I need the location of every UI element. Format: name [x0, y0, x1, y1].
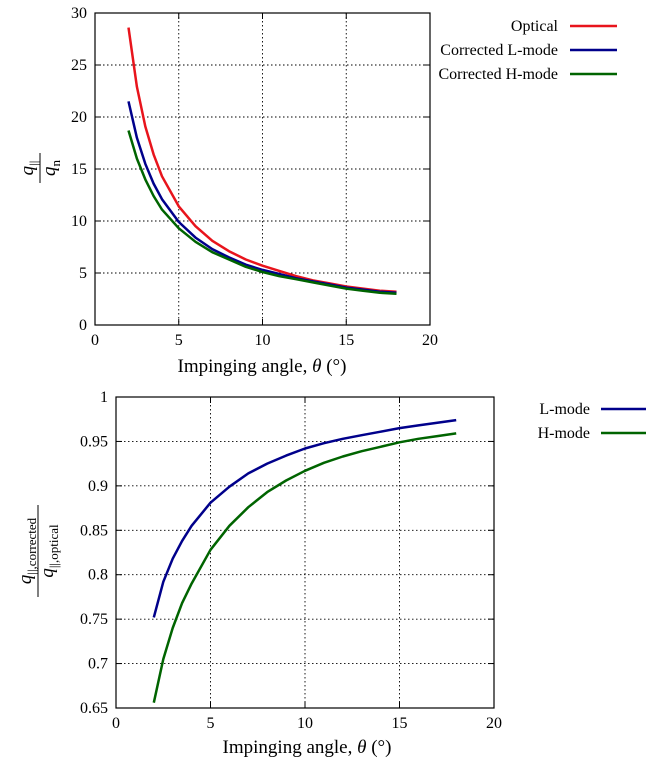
chart-top-ylabel-numerator: q [17, 165, 38, 175]
chart-top-ytick-label: 0 [79, 317, 87, 334]
chart-top-ylabel-denominator-sub: n [48, 160, 63, 167]
svg-text:q||,optical: q||,optical [37, 524, 61, 578]
chart-top-ytick-label: 30 [71, 5, 87, 22]
chart-bottom-xlabel-unit: (°) [366, 737, 391, 758]
chart-bottom-ytick-label: 0.75 [80, 611, 108, 628]
legend-item-corrected-l-mode-label: Corrected L-mode [440, 42, 558, 59]
chart-top-xtick-label: 5 [175, 332, 183, 349]
chart-bottom-legend: L-mode H-mode [538, 401, 646, 442]
chart-bottom-ylabel-numerator: q [15, 574, 36, 584]
svg-text:q||: q|| [17, 161, 41, 176]
chart-bottom-ytick-label: 0.65 [80, 700, 108, 717]
chart-top-xtick-label: 15 [338, 332, 354, 349]
chart-bottom-ytick-label: 1 [100, 389, 108, 406]
chart-top-series [127, 27, 397, 296]
legend-item-optical-label: Optical [511, 18, 559, 35]
chart-bottom-ylabel-numerator-sub: ||,corrected [24, 517, 39, 574]
chart-top-series-optical [127, 27, 397, 293]
chart-bottom-xlabel-prefix: Impinging angle, [223, 737, 358, 758]
chart-bottom-xtick-label: 20 [486, 715, 502, 732]
chart-bottom-series-l-mode [152, 418, 457, 618]
chart-bottom-ylabel-denominator-sub: ||,optical [46, 524, 61, 568]
chart-bottom-ylabel: q||,corrected q||,optical [15, 505, 61, 597]
chart-bottom: 0 5 10 15 20 0.65 0.7 0.75 0.8 0.85 0.9 0.95 1 q||,c… [15, 389, 646, 758]
legend-item-h-mode-label: H-mode [538, 425, 590, 442]
chart-top-xlabel: Impinging angle, θ (°) [178, 356, 347, 377]
chart-top-ylabel-numerator-sub: || [26, 161, 41, 166]
svg-text:qn: qn [39, 160, 63, 177]
chart-bottom-ytick-label: 0.85 [80, 522, 108, 539]
chart-bottom-ylabel-denominator: q [37, 568, 58, 578]
chart-top-series-corrected-h-mode [127, 130, 397, 296]
chart-bottom-ytick-label: 0.95 [80, 433, 108, 450]
chart-top-grid [95, 13, 430, 325]
chart-bottom-ticks: 0 5 10 15 20 0.65 0.7 0.75 0.8 0.85 0.9 0.95 1 [80, 389, 502, 732]
chart-bottom-ytick-label: 0.8 [88, 567, 108, 584]
chart-bottom-ytick-label: 0.9 [88, 478, 108, 495]
legend-item-corrected-h-mode-label: Corrected H-mode [438, 66, 558, 83]
chart-bottom-xtick-label: 0 [112, 715, 120, 732]
chart-bottom-xtick-label: 15 [392, 715, 408, 732]
chart-top-ytick-label: 20 [71, 109, 87, 126]
chart-bottom-xlabel-symbol: θ [357, 737, 366, 758]
chart-top-xlabel-unit: (°) [321, 356, 346, 377]
chart-bottom-grid [116, 397, 494, 708]
chart-bottom-series-h-mode [152, 432, 457, 703]
legend-item-l-mode-label: L-mode [539, 401, 590, 418]
chart-bottom-series [152, 418, 457, 703]
chart-bottom-xtick-label: 5 [207, 715, 215, 732]
chart-top-ylabel-denominator: q [39, 166, 60, 176]
chart-bottom-ytick-label: 0.7 [88, 656, 108, 673]
chart-top-xtick-label: 0 [91, 332, 99, 349]
svg-text:q||,corrected: q||,corrected [15, 517, 39, 584]
chart-top-xlabel-prefix: Impinging angle, [178, 356, 313, 377]
chart-top-ylabel: q|| qn [17, 153, 63, 183]
chart-top-xtick-label: 10 [255, 332, 271, 349]
chart-bottom-xtick-label: 10 [297, 715, 313, 732]
chart-top-ytick-label: 5 [79, 265, 87, 282]
chart-top-ticks: 0 5 10 15 20 0 5 10 15 20 25 30 [71, 5, 438, 349]
chart-bottom-xlabel: Impinging angle, θ (°) [223, 737, 392, 758]
chart-top-legend: Optical Corrected L-mode Corrected H-mod… [438, 18, 617, 83]
chart-top-xlabel-symbol: θ [312, 356, 321, 377]
chart-top-ytick-label: 25 [71, 57, 87, 74]
chart-top-xtick-label: 20 [422, 332, 438, 349]
chart-top-ytick-label: 15 [71, 161, 87, 178]
chart-top-ytick-label: 10 [71, 213, 87, 230]
